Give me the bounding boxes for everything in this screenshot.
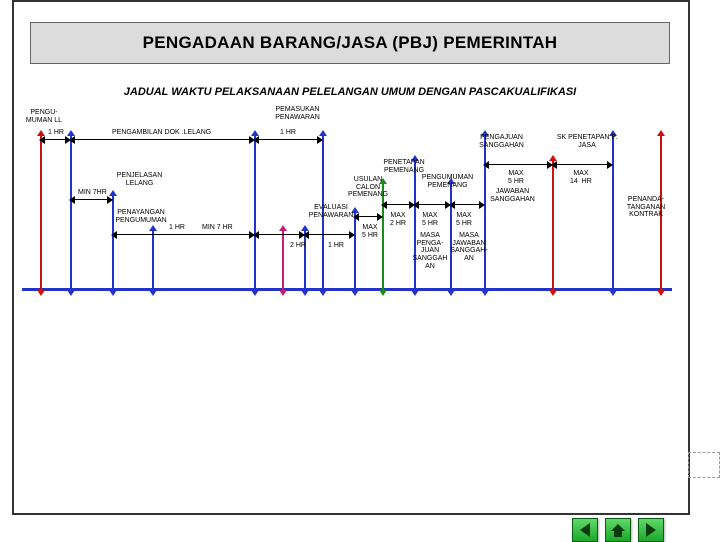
duration-label: MAX 5 HR: [456, 212, 472, 227]
activity-label: PENGUMUMAN PEMENANG: [420, 174, 475, 189]
activity-label: SK PENETAPAN P. JASA: [552, 134, 622, 149]
duration-span: [112, 234, 254, 235]
timeline-marker: [40, 136, 42, 291]
duration-span: [304, 234, 354, 235]
activity-label: JAWABAN SANGGAHAN: [485, 188, 540, 203]
timeline-marker: [282, 231, 284, 291]
activity-label: MASA JAWABAN SANGGAH- AN: [448, 232, 490, 263]
duration-span: [70, 199, 112, 200]
timeline-marker: [152, 231, 154, 291]
next-icon: [646, 523, 656, 537]
duration-span: [254, 234, 304, 235]
duration-label: MAX 14 HR: [570, 170, 592, 185]
timeline-marker: [354, 213, 356, 291]
duration-span: [70, 139, 254, 140]
header-title: PENGADAAN BARANG/JASA (PBJ) PEMERINTAH: [143, 33, 558, 53]
duration-label: 2 HR: [290, 242, 306, 250]
activity-label: USULAN CALON PEMENANG: [344, 176, 392, 199]
duration-span: [40, 139, 70, 140]
duration-label: 1 HR: [48, 129, 64, 137]
duration-label: PENGAMBILAN DOK .LELANG: [112, 129, 211, 137]
activity-label: PENETAPAN PEMENANG: [380, 159, 428, 174]
timeline-marker: [552, 161, 554, 291]
home-button[interactable]: [605, 518, 631, 542]
timeline-marker: [612, 136, 614, 291]
activity-label: PENJELASAN LELANG: [112, 172, 167, 187]
header-bar: PENGADAAN BARANG/JASA (PBJ) PEMERINTAH: [30, 22, 670, 64]
duration-label: MAX 5 HR: [422, 212, 438, 227]
duration-span: [450, 204, 484, 205]
activity-label: MASA PENGA- JUAN SANGGAH AN: [410, 232, 450, 270]
prev-icon: [580, 523, 590, 537]
subtitle: JADUAL WAKTU PELAKSANAAN PELELANGAN UMUM…: [0, 86, 700, 98]
timeline-marker: [414, 161, 416, 291]
activity-label: PENGU- MUMAN LL: [24, 109, 64, 124]
duration-label: MAX 5 HR: [362, 224, 378, 239]
prev-button[interactable]: [572, 518, 598, 542]
duration-span: [254, 139, 322, 140]
activity-label: PENGAJUAN SANGGAHAN: [474, 134, 529, 149]
duration-label: 1 HR: [280, 129, 296, 137]
timeline-axis: [22, 288, 672, 291]
duration-label: MIN 7 HR: [202, 224, 233, 232]
activity-label: PEMASUKAN PENAWARAN: [270, 106, 325, 121]
activity-label: PENANDA- TANGANAN KONTRAK: [622, 196, 670, 219]
duration-span: [382, 204, 414, 205]
nav-placeholder: [688, 452, 720, 478]
duration-span: [414, 204, 450, 205]
duration-label: MAX 5 HR: [508, 170, 524, 185]
timeline-marker: [304, 231, 306, 291]
timeline-marker: [484, 136, 486, 291]
duration-label: MIN 7HR: [78, 189, 107, 197]
duration-span: [354, 216, 382, 217]
activity-label: EVALUASI PENAWARAN: [307, 204, 355, 219]
home-icon: [611, 524, 625, 531]
duration-label: 1 HR: [328, 242, 344, 250]
activity-label: 1 HR: [162, 224, 192, 232]
next-button[interactable]: [638, 518, 664, 542]
activity-label: PENAYANGAN PENGUMUMAN: [110, 209, 172, 224]
timeline-marker: [254, 136, 256, 291]
timeline-chart: 1 HR PENGAMBILAN DOK .LELANG 1 HR MIN 7HR MI…: [22, 104, 682, 294]
duration-span: [484, 164, 552, 165]
timeline-marker: [70, 136, 72, 291]
duration-span: [552, 164, 612, 165]
duration-label: MAX 2 HR: [390, 212, 406, 227]
